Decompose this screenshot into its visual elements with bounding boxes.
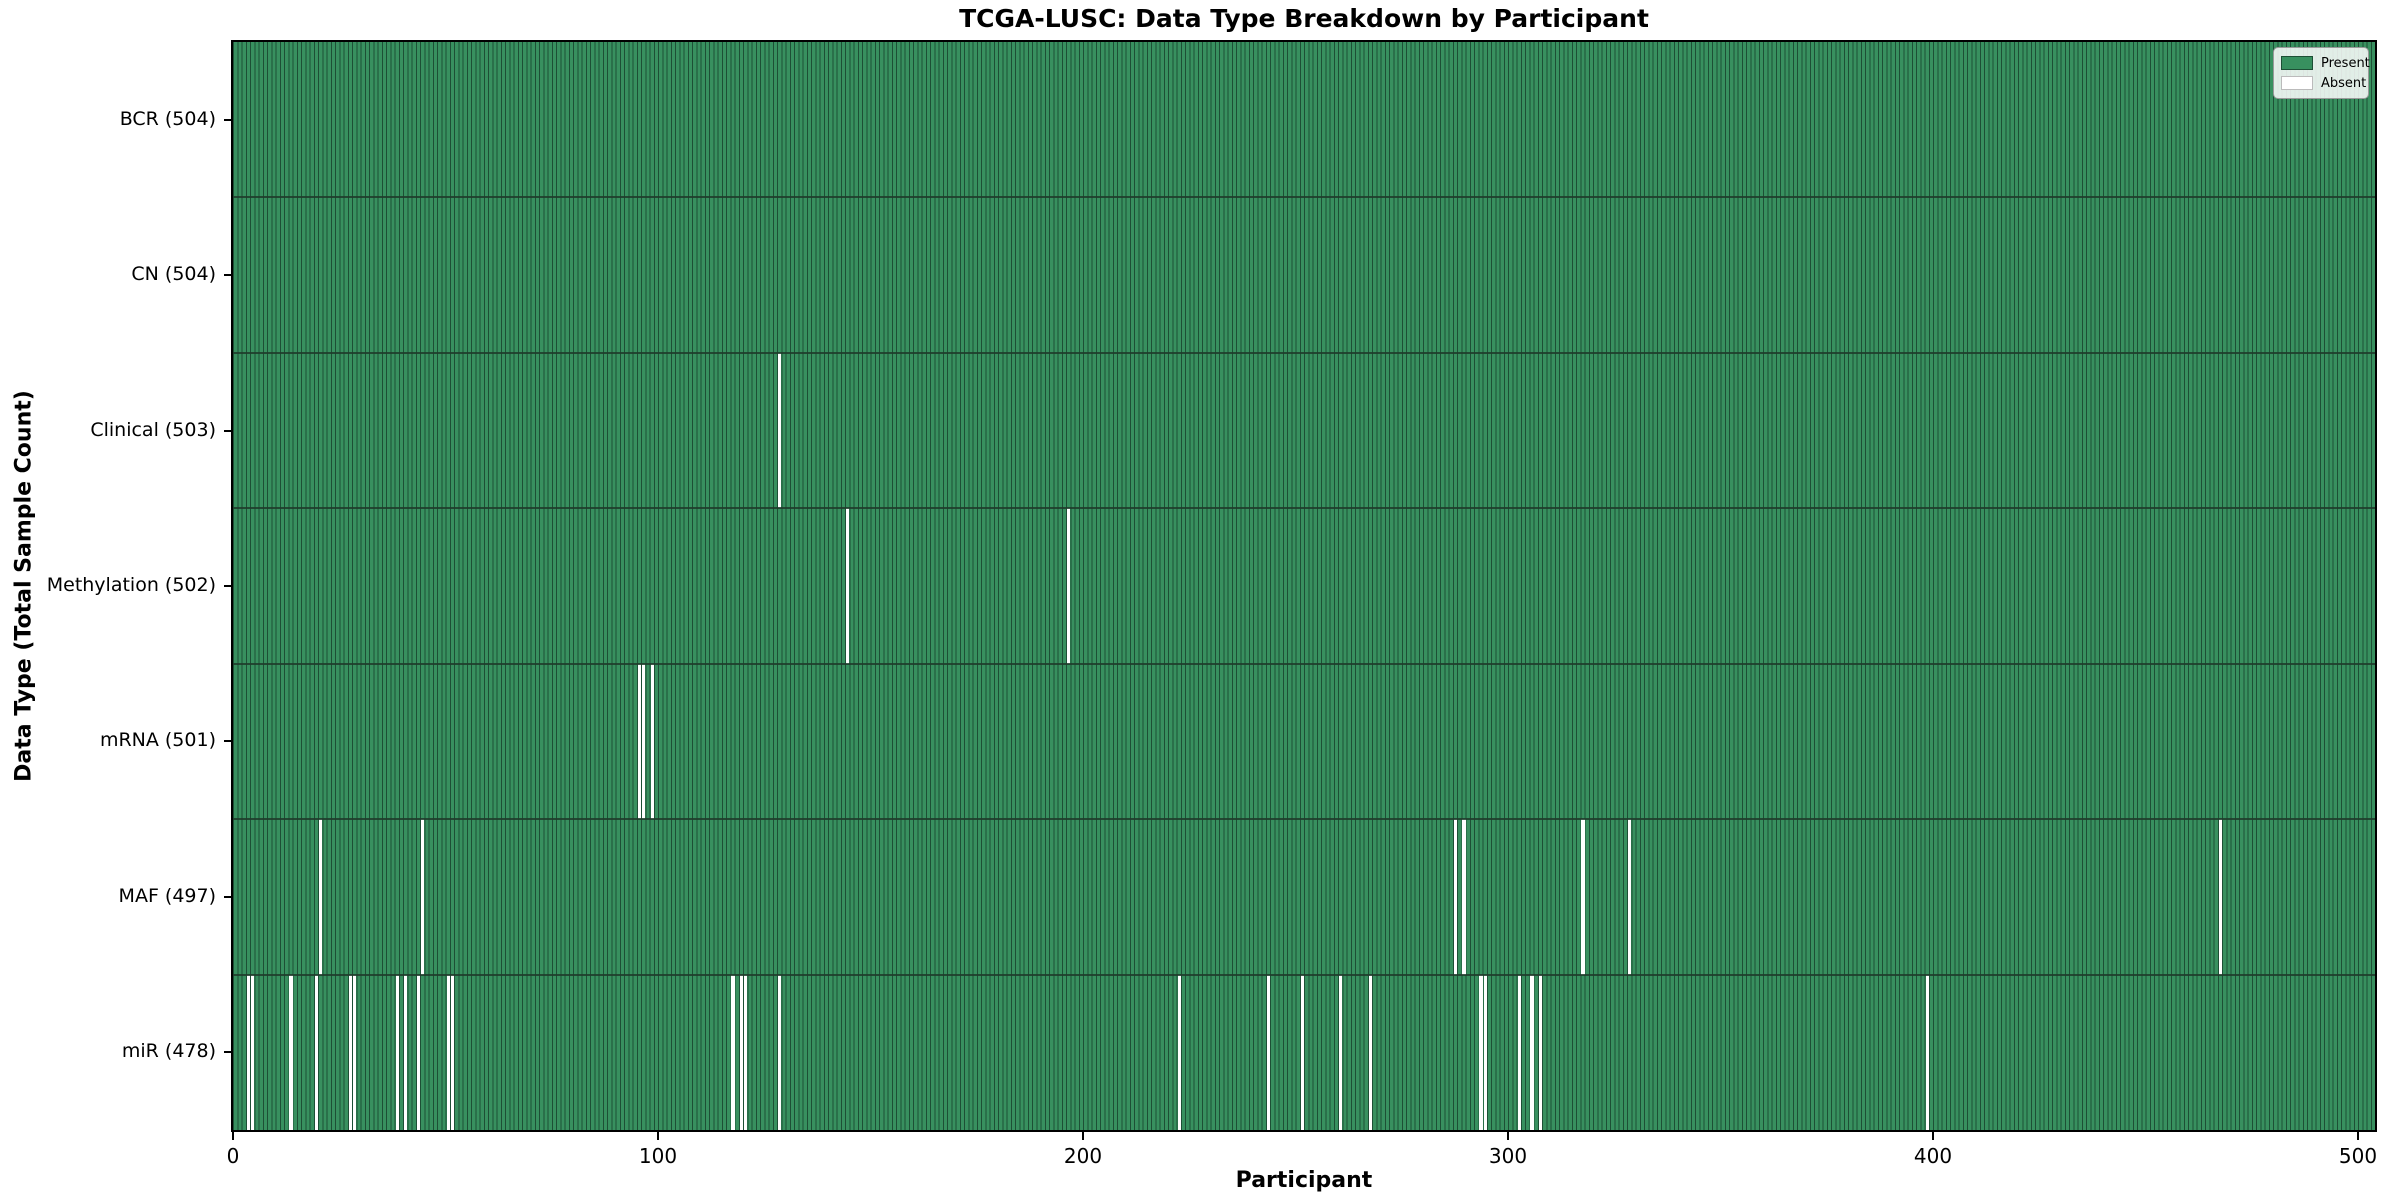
y-tick-label-mrna: mRNA (501) [99, 729, 216, 752]
absent-cell [421, 819, 425, 975]
heatmap-row-methylation [233, 508, 2375, 664]
absent-cell [319, 819, 323, 975]
absent-cell [642, 663, 646, 820]
y-tick-mark [224, 118, 233, 121]
absent-cell [1067, 508, 1071, 664]
y-tick-label-maf: MAF (497) [118, 884, 216, 907]
absent-cell [1368, 974, 1372, 1130]
legend-label-absent: Absent [2321, 75, 2367, 91]
absent-cell [1628, 819, 1632, 975]
legend-entry-absent: Absent [2281, 73, 2366, 93]
absent-cell [1453, 819, 1457, 975]
absent-cell [778, 352, 782, 509]
absent-cell [1339, 974, 1343, 1130]
heatmap-row-bcr [233, 42, 2375, 198]
heatmap-row-mir [233, 974, 2375, 1130]
y-tick-mark [224, 895, 233, 898]
x-tick-mark [657, 1131, 659, 1140]
y-tick-mark [224, 740, 233, 743]
absent-cell [1479, 974, 1483, 1130]
absent-cell [289, 974, 293, 1130]
absent-cell [395, 974, 399, 1130]
absent-cell [353, 974, 357, 1130]
chart-title: TCGA-LUSC: Data Type Breakdown by Partic… [959, 4, 1649, 33]
x-tick-label-100: 100 [638, 1144, 678, 1168]
absent-cell [404, 974, 408, 1130]
row-divider [233, 662, 2375, 665]
absent-cell [1581, 819, 1585, 975]
heatmap-row-maf [233, 819, 2375, 975]
absent-cell [450, 974, 454, 1130]
heatmap-row-cn [233, 197, 2375, 353]
x-tick-label-400: 400 [1913, 1144, 1953, 1168]
x-tick-mark [232, 1131, 234, 1140]
absent-cell [1266, 974, 1270, 1130]
x-tick-mark [2357, 1131, 2359, 1140]
absent-cell [446, 974, 450, 1130]
legend-entry-present: Present [2281, 53, 2370, 73]
heatmap-row-mrna [233, 663, 2375, 820]
absent-cell [348, 974, 352, 1130]
absent-cell [1483, 974, 1487, 1130]
x-tick-mark [1507, 1131, 1509, 1140]
row-divider [233, 351, 2375, 354]
absent-cell [2218, 819, 2222, 975]
x-tick-label-300: 300 [1488, 1144, 1528, 1168]
absent-cell [650, 663, 654, 820]
x-tick-label-200: 200 [1063, 1144, 1103, 1168]
row-divider [233, 818, 2375, 821]
y-tick-mark [224, 274, 233, 277]
absent-cell [744, 974, 748, 1130]
x-tick-label-0: 0 [226, 1144, 240, 1168]
absent-cell [251, 974, 255, 1130]
y-tick-label-cn: CN (504) [131, 263, 216, 286]
absent-cell [778, 974, 782, 1130]
absent-cell [637, 663, 641, 820]
y-tick-label-clinical: Clinical (503) [90, 418, 216, 441]
x-tick-mark [1082, 1131, 1084, 1140]
plot-area: Present Absent [231, 40, 2377, 1132]
y-tick-label-methylation: Methylation (502) [46, 574, 216, 596]
absent-swatch-icon [2281, 76, 2313, 90]
absent-cell [416, 974, 420, 1130]
absent-cell [1300, 974, 1304, 1130]
x-tick-mark [1932, 1131, 1934, 1140]
row-divider [233, 973, 2375, 976]
absent-cell [1462, 819, 1466, 975]
absent-cell [739, 974, 743, 1130]
absent-cell [1925, 974, 1929, 1130]
absent-cell [314, 974, 318, 1130]
y-tick-label-bcr: BCR (504) [119, 107, 216, 130]
x-tick-label-500: 500 [2338, 1144, 2378, 1168]
legend-label-present: Present [2321, 55, 2370, 71]
legend: Present Absent [2273, 47, 2370, 99]
absent-cell [1530, 974, 1534, 1130]
absent-cell [846, 508, 850, 664]
absent-cell [1517, 974, 1521, 1130]
row-divider [233, 196, 2375, 199]
absent-cell [731, 974, 735, 1130]
y-tick-mark [224, 429, 233, 432]
absent-cell [246, 974, 250, 1130]
absent-cell [1177, 974, 1181, 1130]
row-divider [233, 507, 2375, 510]
heatmap-row-clinical [233, 352, 2375, 509]
present-swatch-icon [2281, 56, 2313, 70]
y-tick-label-mir: miR (478) [121, 1040, 216, 1063]
absent-cell [1538, 974, 1542, 1130]
y-tick-mark [224, 585, 233, 587]
x-axis-title: Participant [1235, 1168, 1373, 1193]
y-tick-mark [224, 1051, 233, 1054]
